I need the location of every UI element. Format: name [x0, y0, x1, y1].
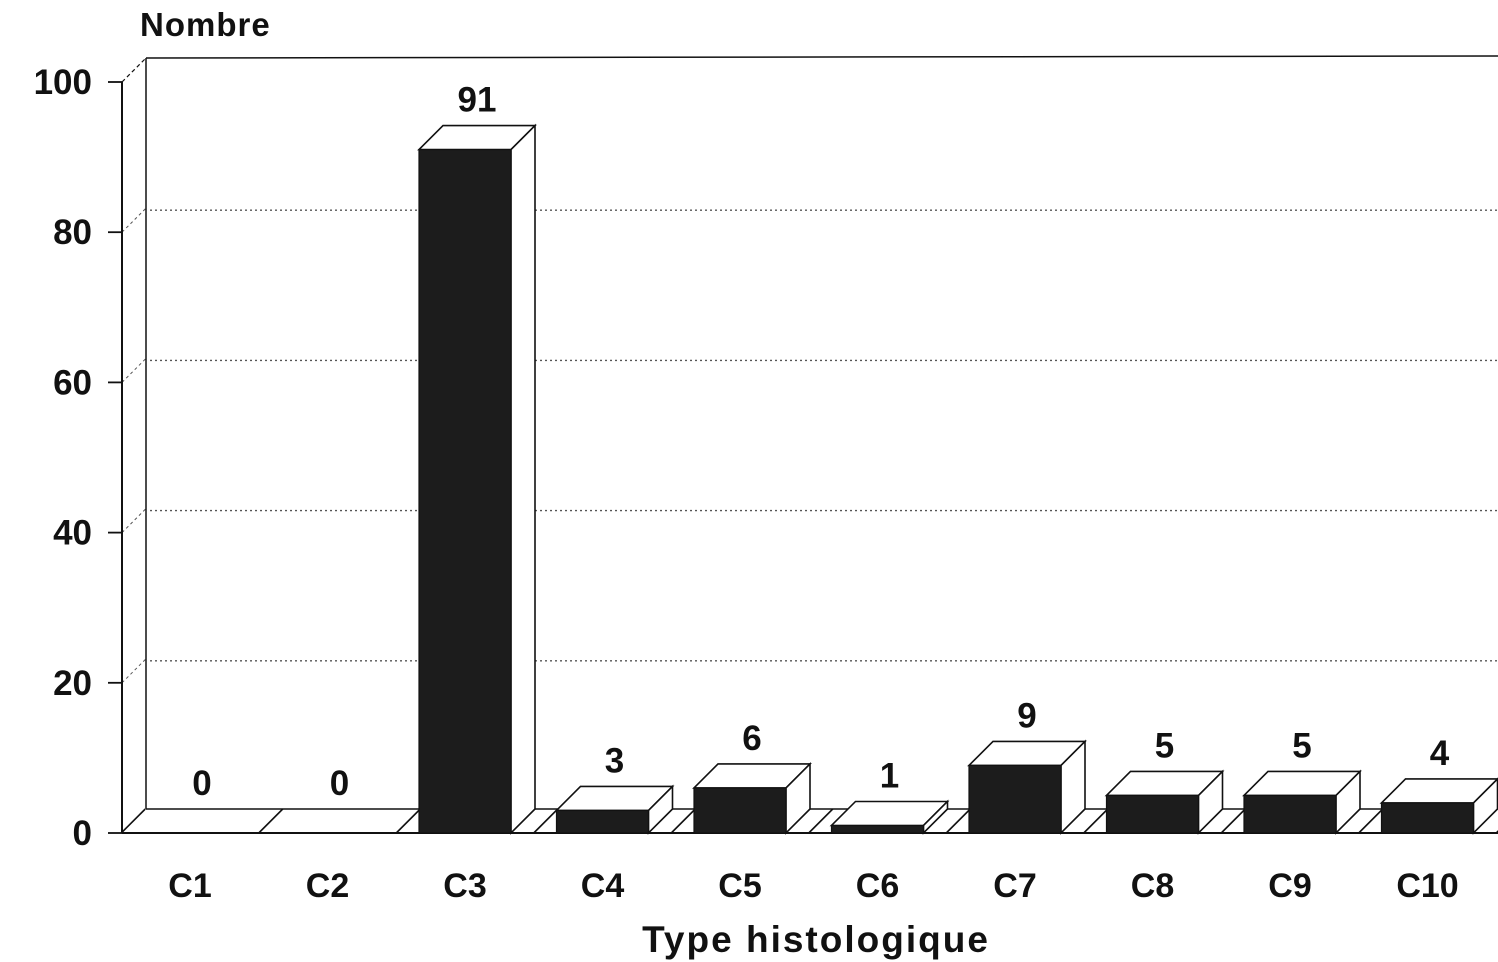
- x-axis-label: Type histologique: [642, 919, 990, 960]
- x-tick-label: C10: [1396, 867, 1458, 905]
- floor-divider: [120, 808, 146, 834]
- y-tick-label: 40: [53, 514, 92, 553]
- y-tick-label: 100: [34, 63, 92, 102]
- bars-layer: [417, 123, 1498, 835]
- side-wall-top-edge: [121, 57, 147, 83]
- y-axis-label: Nombre: [140, 6, 271, 43]
- x-tick-label: C5: [718, 867, 761, 905]
- data-label: 4: [1430, 734, 1450, 773]
- bar: [968, 764, 1062, 834]
- back-wall-top: [145, 55, 1498, 59]
- floor-divider: [808, 808, 834, 834]
- data-label: 6: [742, 719, 761, 758]
- bar: [1105, 794, 1200, 834]
- data-label: 5: [1292, 726, 1311, 765]
- floor-divider: [395, 808, 421, 834]
- bar: [1243, 794, 1337, 834]
- x-tick-label: C3: [443, 867, 486, 905]
- data-label: 0: [330, 764, 349, 803]
- y-tick-label: 20: [53, 664, 92, 703]
- bar: [693, 787, 787, 834]
- gridline-side: [121, 358, 147, 383]
- x-tick-label: C8: [1131, 867, 1174, 905]
- bar: [830, 824, 925, 834]
- data-label: 91: [458, 81, 497, 120]
- x-tick-label: C6: [856, 867, 899, 905]
- data-label: 1: [880, 756, 899, 795]
- x-tick-label: C9: [1268, 867, 1311, 905]
- data-label: 3: [605, 741, 624, 780]
- data-label: 9: [1017, 696, 1036, 735]
- y-tick-label: 80: [53, 213, 92, 252]
- x-tick-label: C1: [168, 867, 211, 905]
- grid-layer: [121, 207, 1498, 684]
- bar: [1380, 802, 1475, 834]
- gridline-side: [121, 207, 147, 233]
- bar: [418, 148, 512, 834]
- gridline-side: [121, 658, 147, 684]
- floor-divider: [945, 808, 971, 834]
- gridline-side: [121, 508, 147, 533]
- floor-divider: [670, 808, 696, 834]
- data-label: 0: [192, 764, 211, 803]
- floor-divider: [533, 808, 559, 834]
- bar-side: [510, 123, 536, 835]
- bar: [555, 809, 650, 834]
- floor-divider: [1083, 808, 1109, 834]
- x-tick-label: C4: [581, 867, 625, 905]
- y-tick-label: 60: [53, 363, 92, 402]
- x-tick-label: C7: [993, 867, 1036, 905]
- floor-divider: [1358, 808, 1384, 834]
- floor-divider: [258, 808, 284, 834]
- floor-divider: [1220, 808, 1246, 834]
- y-tick-label: 0: [73, 814, 92, 853]
- data-label: 5: [1155, 726, 1174, 765]
- x-tick-label: C2: [306, 867, 349, 905]
